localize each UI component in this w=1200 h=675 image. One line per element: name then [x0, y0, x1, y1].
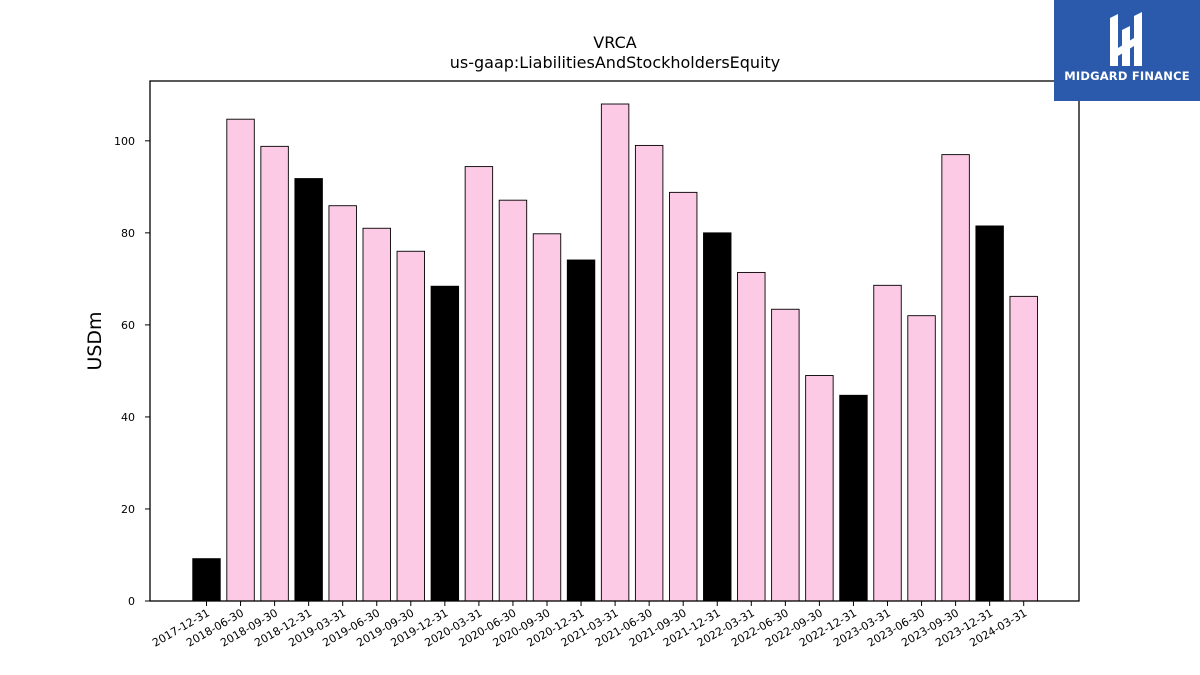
bar-2022-06-30 — [771, 308, 800, 602]
bars-group — [192, 103, 1038, 602]
bar-2023-12-31 — [975, 225, 1004, 602]
bar-2022-09-30 — [805, 375, 834, 602]
bar-2021-03-31 — [600, 103, 630, 602]
bar-2021-06-30 — [634, 144, 664, 602]
bar-2019-06-30 — [362, 227, 391, 602]
y-tick-label: 0 — [128, 595, 135, 608]
chart-subtitle: us-gaap:LiabilitiesAndStockholdersEquity — [450, 53, 781, 72]
bar-2024-03-31 — [1009, 295, 1038, 602]
y-tick-label: 40 — [121, 411, 135, 424]
bar-2019-12-31 — [430, 285, 460, 602]
chart-title: VRCA — [593, 33, 636, 52]
bar-2020-09-30 — [532, 233, 562, 602]
bar-2020-03-31 — [464, 166, 494, 602]
bar-2018-09-30 — [260, 145, 289, 602]
midgard-finance-logo: MIDGARD FINANCE — [1054, 0, 1200, 101]
bar-2018-12-31 — [294, 178, 323, 602]
y-tick-label: 60 — [121, 319, 135, 332]
logo-text: MIDGARD FINANCE — [1064, 69, 1190, 83]
bar-2020-12-31 — [566, 259, 596, 602]
bar-2019-09-30 — [396, 250, 425, 602]
bar-2023-09-30 — [941, 154, 970, 602]
bar-2021-12-31 — [703, 232, 732, 602]
bar-2022-12-31 — [839, 394, 868, 602]
bar-2022-03-31 — [737, 271, 766, 602]
plot-frame — [149, 80, 1080, 602]
y-tick-label: 100 — [114, 135, 135, 148]
bar-2020-06-30 — [498, 199, 528, 602]
bar-2018-06-30 — [226, 118, 255, 602]
logo-mark-icon — [1110, 12, 1142, 66]
bar-2017-12-31 — [192, 558, 221, 602]
y-axis-ticks: 0 20 40 60 80 100 — [114, 135, 150, 608]
bar-2023-03-31 — [873, 284, 902, 602]
bar-2021-09-30 — [669, 191, 698, 602]
bar-2023-06-30 — [907, 315, 936, 602]
x-axis-ticks: 2017-12-312018-06-302018-09-302018-12-31… — [150, 601, 1029, 650]
y-tick-label: 80 — [121, 227, 135, 240]
y-axis-label: USDm — [84, 311, 106, 370]
bar-2019-03-31 — [328, 205, 357, 602]
y-tick-label: 20 — [121, 503, 135, 516]
